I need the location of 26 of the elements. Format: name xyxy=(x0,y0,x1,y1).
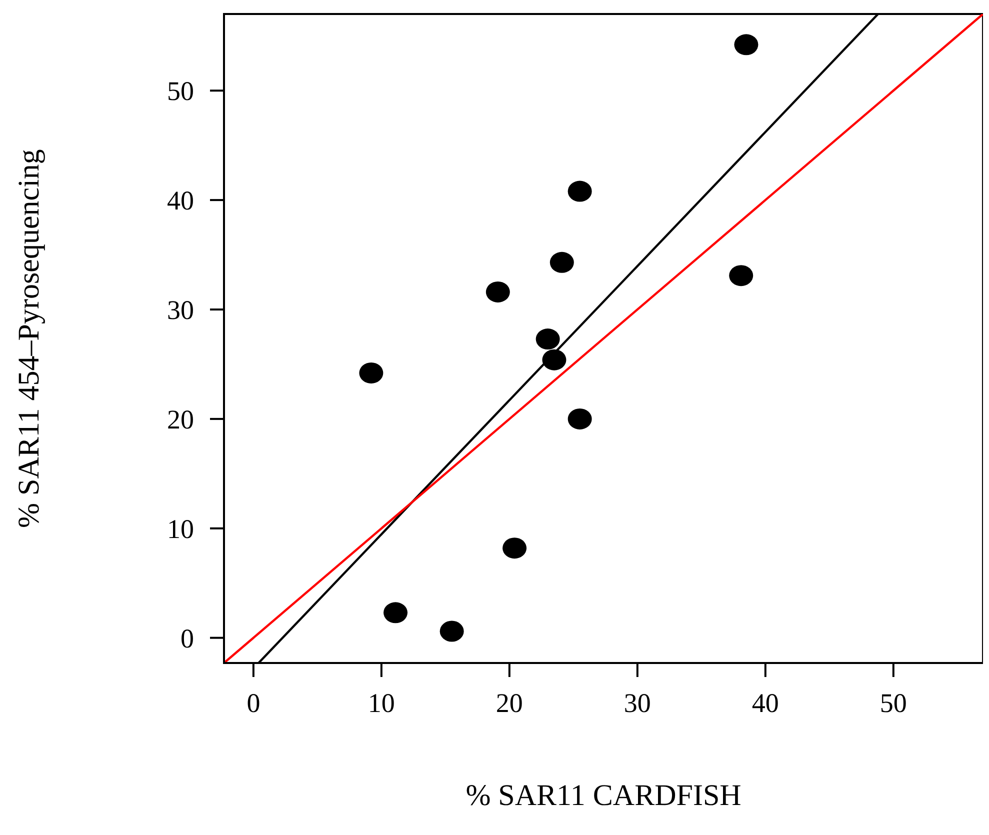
point xyxy=(568,180,592,202)
point xyxy=(568,408,592,430)
point xyxy=(542,349,566,370)
point xyxy=(536,328,560,350)
point xyxy=(550,252,574,273)
y-axis-title: % SAR11 454–Pyrosequencing xyxy=(12,149,46,528)
point xyxy=(502,538,527,559)
y-tick-label: 20 xyxy=(167,404,194,435)
point xyxy=(729,265,754,286)
x-tick-label: 40 xyxy=(752,688,779,718)
x-tick-label: 10 xyxy=(368,688,395,718)
x-tick-label: 30 xyxy=(624,688,651,718)
point xyxy=(734,34,758,56)
point xyxy=(440,620,464,642)
y-tick-label: 50 xyxy=(167,76,194,106)
y-tick-label: 10 xyxy=(167,514,194,544)
x-tick-label: 0 xyxy=(246,688,260,718)
x-tick-label: 20 xyxy=(496,688,523,718)
point xyxy=(486,281,510,302)
x-axis-title: % SAR11 CARDFISH xyxy=(466,779,742,812)
y-tick-label: 40 xyxy=(167,186,194,216)
y-tick-label: 0 xyxy=(180,623,194,654)
point xyxy=(359,362,384,384)
point xyxy=(384,602,408,624)
x-tick-label: 50 xyxy=(880,688,907,718)
y-tick-label: 30 xyxy=(167,295,194,326)
